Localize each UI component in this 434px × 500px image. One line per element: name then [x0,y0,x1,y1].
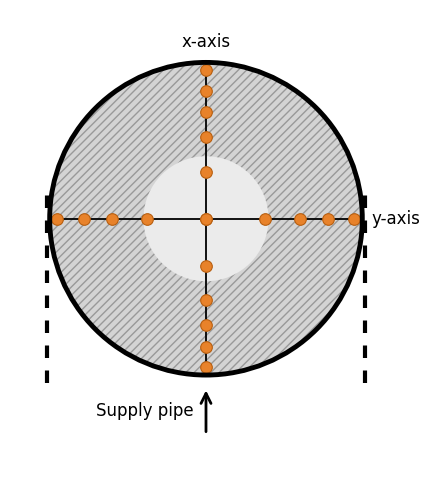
Point [202,262,209,270]
Point [202,168,209,176]
Point [80,214,87,222]
Point [202,296,209,304]
Point [143,214,150,222]
Point [202,343,209,351]
Point [108,214,115,222]
Point [54,214,61,222]
Point [324,214,331,222]
Point [202,321,209,329]
Circle shape [49,62,362,375]
Point [202,214,209,222]
Point [202,134,209,141]
Point [350,214,357,222]
Point [202,86,209,94]
Point [202,66,209,74]
Point [261,214,268,222]
Point [202,363,209,371]
Text: x-axis: x-axis [181,34,230,52]
Point [202,108,209,116]
Circle shape [143,156,268,282]
Text: Supply pipe: Supply pipe [95,402,193,420]
Point [296,214,302,222]
Text: y-axis: y-axis [371,210,420,228]
Point [202,214,209,222]
